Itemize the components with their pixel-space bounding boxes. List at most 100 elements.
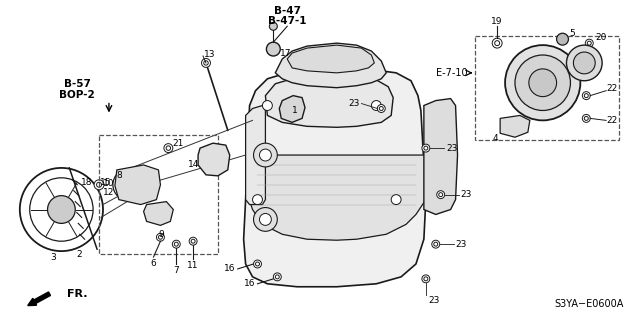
Circle shape	[505, 45, 580, 120]
Circle shape	[380, 107, 383, 110]
Text: 11: 11	[188, 262, 199, 271]
Circle shape	[159, 235, 163, 239]
Polygon shape	[500, 115, 530, 137]
Text: 12: 12	[103, 188, 115, 197]
Text: 3: 3	[51, 253, 56, 262]
Text: 23: 23	[461, 190, 472, 199]
Polygon shape	[279, 96, 305, 122]
Text: B-57: B-57	[64, 79, 91, 89]
Circle shape	[172, 240, 180, 248]
Circle shape	[20, 168, 103, 251]
Text: 21: 21	[173, 139, 184, 148]
Text: 18: 18	[81, 178, 93, 187]
Circle shape	[166, 146, 171, 150]
Circle shape	[584, 94, 588, 98]
Text: 8: 8	[116, 171, 122, 180]
Circle shape	[422, 144, 430, 152]
Text: 22: 22	[607, 116, 618, 125]
Circle shape	[47, 196, 76, 223]
Circle shape	[29, 178, 93, 241]
Polygon shape	[248, 155, 426, 240]
Circle shape	[492, 38, 502, 48]
Text: BOP-2: BOP-2	[60, 90, 95, 100]
Circle shape	[273, 273, 281, 281]
Polygon shape	[287, 45, 374, 73]
Circle shape	[588, 41, 591, 45]
Text: 9: 9	[159, 230, 164, 239]
Circle shape	[120, 176, 138, 194]
Text: 15: 15	[100, 178, 112, 187]
Text: 5: 5	[570, 29, 575, 38]
Circle shape	[495, 41, 500, 46]
Circle shape	[191, 239, 195, 243]
Circle shape	[582, 115, 590, 122]
Text: 23: 23	[456, 240, 467, 249]
Circle shape	[424, 277, 428, 281]
Polygon shape	[143, 202, 173, 225]
Text: 6: 6	[150, 259, 156, 269]
Text: 2: 2	[76, 249, 82, 259]
Circle shape	[164, 144, 173, 152]
Circle shape	[259, 213, 271, 225]
Circle shape	[378, 105, 385, 113]
Circle shape	[584, 116, 588, 120]
Circle shape	[253, 195, 262, 204]
Polygon shape	[246, 106, 266, 204]
Circle shape	[275, 275, 279, 279]
Circle shape	[189, 237, 197, 245]
Polygon shape	[275, 43, 386, 88]
Text: 23: 23	[428, 296, 440, 305]
Circle shape	[269, 22, 277, 30]
Circle shape	[253, 143, 277, 167]
Circle shape	[262, 100, 273, 110]
Polygon shape	[115, 165, 161, 204]
Circle shape	[432, 240, 440, 248]
Text: 23: 23	[446, 144, 458, 152]
Circle shape	[266, 42, 280, 56]
Polygon shape	[266, 77, 393, 127]
Text: B-47-1: B-47-1	[268, 16, 307, 26]
Circle shape	[259, 149, 271, 161]
Circle shape	[156, 233, 164, 241]
Circle shape	[255, 262, 259, 266]
Circle shape	[586, 39, 593, 47]
Text: E-7-10: E-7-10	[436, 68, 467, 78]
Text: 16: 16	[244, 279, 255, 288]
Circle shape	[94, 180, 104, 190]
Circle shape	[439, 193, 443, 197]
Text: 22: 22	[607, 84, 618, 93]
Text: FR.: FR.	[67, 289, 88, 299]
Text: 14: 14	[188, 160, 200, 169]
Circle shape	[253, 208, 277, 231]
Text: 4: 4	[492, 134, 498, 143]
Circle shape	[515, 55, 570, 110]
Circle shape	[436, 191, 445, 199]
Text: 16: 16	[224, 264, 236, 273]
Bar	[476, 36, 619, 140]
Circle shape	[97, 182, 102, 187]
Text: B-47: B-47	[274, 6, 301, 17]
Polygon shape	[424, 99, 458, 214]
Text: S3YA−E0600A: S3YA−E0600A	[555, 299, 624, 308]
Circle shape	[566, 45, 602, 81]
Circle shape	[125, 181, 132, 189]
Bar	[99, 135, 218, 254]
Text: 7: 7	[173, 266, 179, 275]
Text: 19: 19	[492, 17, 503, 26]
Text: 20: 20	[595, 33, 607, 42]
Circle shape	[529, 69, 557, 97]
FancyArrow shape	[28, 292, 51, 306]
Circle shape	[434, 242, 438, 246]
Circle shape	[582, 92, 590, 100]
Text: 10: 10	[103, 179, 115, 188]
Circle shape	[174, 242, 179, 246]
Text: 17: 17	[280, 48, 291, 57]
Text: 1: 1	[292, 106, 298, 115]
Circle shape	[573, 52, 595, 74]
Circle shape	[371, 100, 381, 110]
Circle shape	[253, 260, 262, 268]
Circle shape	[424, 146, 428, 150]
Circle shape	[391, 195, 401, 204]
Polygon shape	[198, 143, 230, 176]
Circle shape	[113, 169, 145, 201]
